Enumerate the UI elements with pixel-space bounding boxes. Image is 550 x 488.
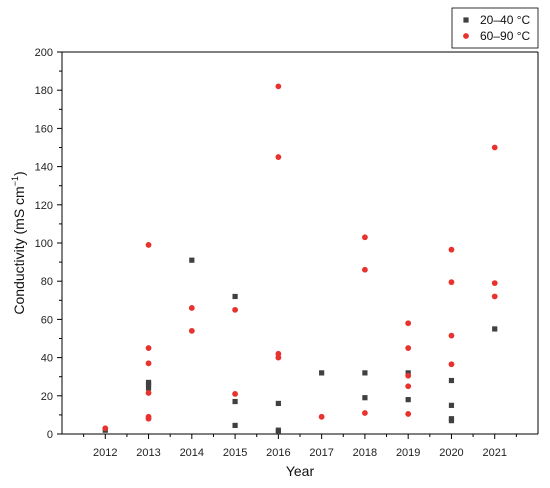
legend-label-0: 20–40 °C [480, 13, 531, 27]
point-series1-0 [102, 425, 109, 432]
y-tick-label-200: 200 [35, 47, 53, 59]
point-series1-4 [145, 390, 152, 396]
x-tick-label-2012: 2012 [93, 447, 117, 459]
point-series0-19 [448, 418, 455, 424]
point-series0-13 [362, 395, 368, 401]
legend-marker-1 [463, 33, 469, 39]
y-tick-label-80: 80 [41, 276, 53, 288]
point-series1-2 [145, 345, 152, 351]
point-series1-8 [188, 327, 195, 334]
y-tick-label-180: 180 [35, 85, 53, 97]
point-series1-9 [232, 306, 238, 313]
point-series1-3 [145, 360, 152, 367]
point-series0-5 [232, 293, 238, 300]
point-series1-22 [405, 383, 412, 390]
point-series0-1 [145, 385, 152, 391]
x-tick-label-2017: 2017 [309, 447, 333, 459]
point-series1-27 [448, 361, 455, 368]
point-series1-10 [232, 390, 238, 397]
y-ticks: 0 20 40 60 80 100 120 140 160 180 200 [35, 47, 62, 441]
point-series1-29 [491, 280, 498, 287]
y-tick-label-60: 60 [41, 314, 53, 326]
x-tick-label-2018: 2018 [353, 447, 377, 459]
point-series1-23 [405, 411, 412, 417]
x-tick-label-2020: 2020 [439, 447, 463, 459]
point-series0-15 [405, 397, 411, 403]
y-tick-label-140: 140 [35, 162, 53, 174]
x-tick-label-2014: 2014 [180, 447, 204, 459]
point-series1-24 [448, 246, 455, 253]
point-series1-12 [275, 154, 282, 160]
y-tick-label-160: 160 [35, 123, 53, 135]
point-series1-30 [491, 293, 498, 300]
point-series1-26 [448, 332, 455, 339]
legend: 20–40 °C 60–90 °C [451, 7, 539, 49]
point-series1-6 [145, 415, 152, 422]
plot-area: 2012 2013 2014 2015 2016 2017 2018 2019 2020 2021… [35, 47, 539, 459]
legend-marker-0 [463, 17, 469, 23]
point-series1-21 [405, 372, 412, 379]
y-axis-title-superscript: −1 [10, 176, 20, 186]
point-series1-11 [275, 83, 282, 90]
point-series0-8 [275, 400, 281, 407]
point-series1-28 [491, 144, 498, 151]
point-series0-7 [232, 422, 238, 429]
x-tick-label-2019: 2019 [396, 447, 420, 459]
point-series0-11 [319, 370, 325, 376]
x-axis-title: Year [286, 463, 315, 479]
legend-label-1: 60–90 °C [480, 29, 531, 43]
y-axis-title-close: ) [11, 171, 27, 176]
point-series0-3 [145, 379, 152, 386]
point-series1-20 [405, 345, 412, 351]
x-tick-label-2015: 2015 [223, 447, 247, 459]
y-axis-title: Conductivity (mS cm−1) [10, 171, 27, 314]
point-series0-17 [448, 402, 455, 408]
legend-box [451, 7, 539, 49]
x-tick-label-2021: 2021 [482, 447, 506, 459]
y-tick-label-0: 0 [47, 429, 53, 441]
x-ticks: 2012 2013 2014 2015 2016 2017 2018 2019 2020 2021 [83, 434, 517, 459]
data-points [102, 83, 498, 435]
x-tick-label-2013: 2013 [136, 447, 160, 459]
point-series0-6 [232, 398, 238, 405]
point-series0-4 [189, 257, 195, 263]
point-series0-10 [275, 429, 281, 435]
point-series0-20 [492, 326, 498, 332]
point-series1-7 [188, 305, 195, 311]
y-tick-label-40: 40 [41, 353, 53, 365]
point-series1-18 [362, 410, 368, 416]
y-tick-label-100: 100 [35, 238, 53, 250]
y-axis-title-main: Conductivity (mS cm [11, 186, 27, 314]
point-series1-16 [362, 234, 368, 241]
point-series0-16 [448, 377, 455, 384]
x-tick-label-2016: 2016 [266, 447, 290, 459]
y-tick-label-120: 120 [35, 200, 53, 212]
point-series1-19 [405, 320, 412, 327]
y-tick-label-20: 20 [41, 391, 53, 403]
point-series1-1 [145, 242, 152, 248]
point-series1-15 [318, 413, 325, 420]
point-series0-12 [362, 370, 368, 376]
point-series1-25 [448, 279, 455, 286]
point-series1-14 [275, 354, 282, 361]
point-series1-17 [362, 266, 368, 273]
